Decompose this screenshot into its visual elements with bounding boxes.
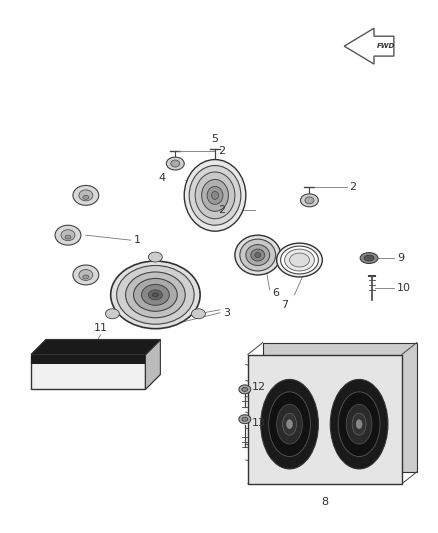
Ellipse shape — [83, 275, 89, 279]
Ellipse shape — [277, 404, 303, 444]
Ellipse shape — [126, 272, 185, 318]
Text: 6: 6 — [273, 288, 279, 298]
Ellipse shape — [207, 187, 223, 204]
Ellipse shape — [346, 404, 372, 444]
Ellipse shape — [251, 249, 265, 261]
Polygon shape — [31, 340, 160, 354]
Ellipse shape — [65, 235, 71, 239]
Text: 2: 2 — [218, 205, 225, 215]
Text: 2: 2 — [218, 146, 225, 156]
Ellipse shape — [195, 172, 235, 219]
Ellipse shape — [281, 246, 318, 274]
Ellipse shape — [212, 191, 219, 199]
Polygon shape — [31, 340, 160, 354]
Ellipse shape — [239, 415, 251, 424]
Ellipse shape — [148, 252, 162, 262]
Text: 13: 13 — [252, 418, 266, 428]
Ellipse shape — [189, 166, 241, 225]
Ellipse shape — [61, 230, 75, 240]
Ellipse shape — [283, 413, 297, 435]
Ellipse shape — [117, 265, 194, 324]
FancyBboxPatch shape — [248, 354, 402, 484]
Ellipse shape — [191, 309, 205, 319]
Ellipse shape — [106, 309, 119, 319]
Ellipse shape — [364, 255, 374, 261]
Ellipse shape — [55, 225, 81, 245]
Text: 12: 12 — [252, 382, 266, 392]
Polygon shape — [31, 354, 145, 389]
Text: 8: 8 — [321, 497, 328, 507]
Ellipse shape — [277, 243, 322, 277]
Text: 3: 3 — [223, 308, 230, 318]
Ellipse shape — [300, 194, 318, 207]
Ellipse shape — [268, 392, 311, 456]
Ellipse shape — [141, 285, 170, 305]
Ellipse shape — [255, 253, 261, 257]
Ellipse shape — [286, 419, 293, 429]
Text: 7: 7 — [281, 300, 288, 310]
Ellipse shape — [235, 235, 281, 275]
Polygon shape — [31, 375, 160, 389]
Ellipse shape — [184, 159, 246, 231]
Ellipse shape — [305, 197, 314, 204]
Text: 1: 1 — [134, 235, 141, 245]
Ellipse shape — [148, 290, 162, 300]
Text: 11: 11 — [94, 322, 108, 333]
Polygon shape — [263, 343, 417, 472]
Ellipse shape — [246, 245, 270, 265]
Ellipse shape — [171, 160, 180, 167]
Ellipse shape — [242, 417, 248, 421]
Ellipse shape — [166, 157, 184, 170]
Ellipse shape — [111, 261, 200, 329]
Ellipse shape — [134, 278, 177, 311]
Ellipse shape — [290, 253, 309, 267]
Text: 5: 5 — [212, 134, 219, 144]
Text: 9: 9 — [397, 253, 404, 263]
Ellipse shape — [242, 387, 248, 391]
Ellipse shape — [352, 413, 366, 435]
Ellipse shape — [83, 196, 89, 199]
Ellipse shape — [239, 385, 251, 394]
Polygon shape — [344, 28, 394, 64]
Ellipse shape — [360, 253, 378, 263]
Text: 2: 2 — [349, 182, 356, 192]
Text: 10: 10 — [397, 283, 411, 293]
Ellipse shape — [356, 419, 362, 429]
Text: 4: 4 — [158, 173, 165, 183]
Ellipse shape — [285, 249, 314, 271]
Polygon shape — [31, 354, 145, 365]
Ellipse shape — [330, 379, 388, 469]
Ellipse shape — [240, 239, 276, 271]
Ellipse shape — [338, 392, 380, 456]
Ellipse shape — [201, 180, 229, 211]
Ellipse shape — [79, 190, 93, 201]
Ellipse shape — [73, 185, 99, 205]
Polygon shape — [145, 340, 160, 389]
Ellipse shape — [152, 293, 159, 297]
Ellipse shape — [79, 270, 93, 280]
Ellipse shape — [73, 265, 99, 285]
Text: FWD: FWD — [377, 43, 395, 49]
Ellipse shape — [261, 379, 318, 469]
